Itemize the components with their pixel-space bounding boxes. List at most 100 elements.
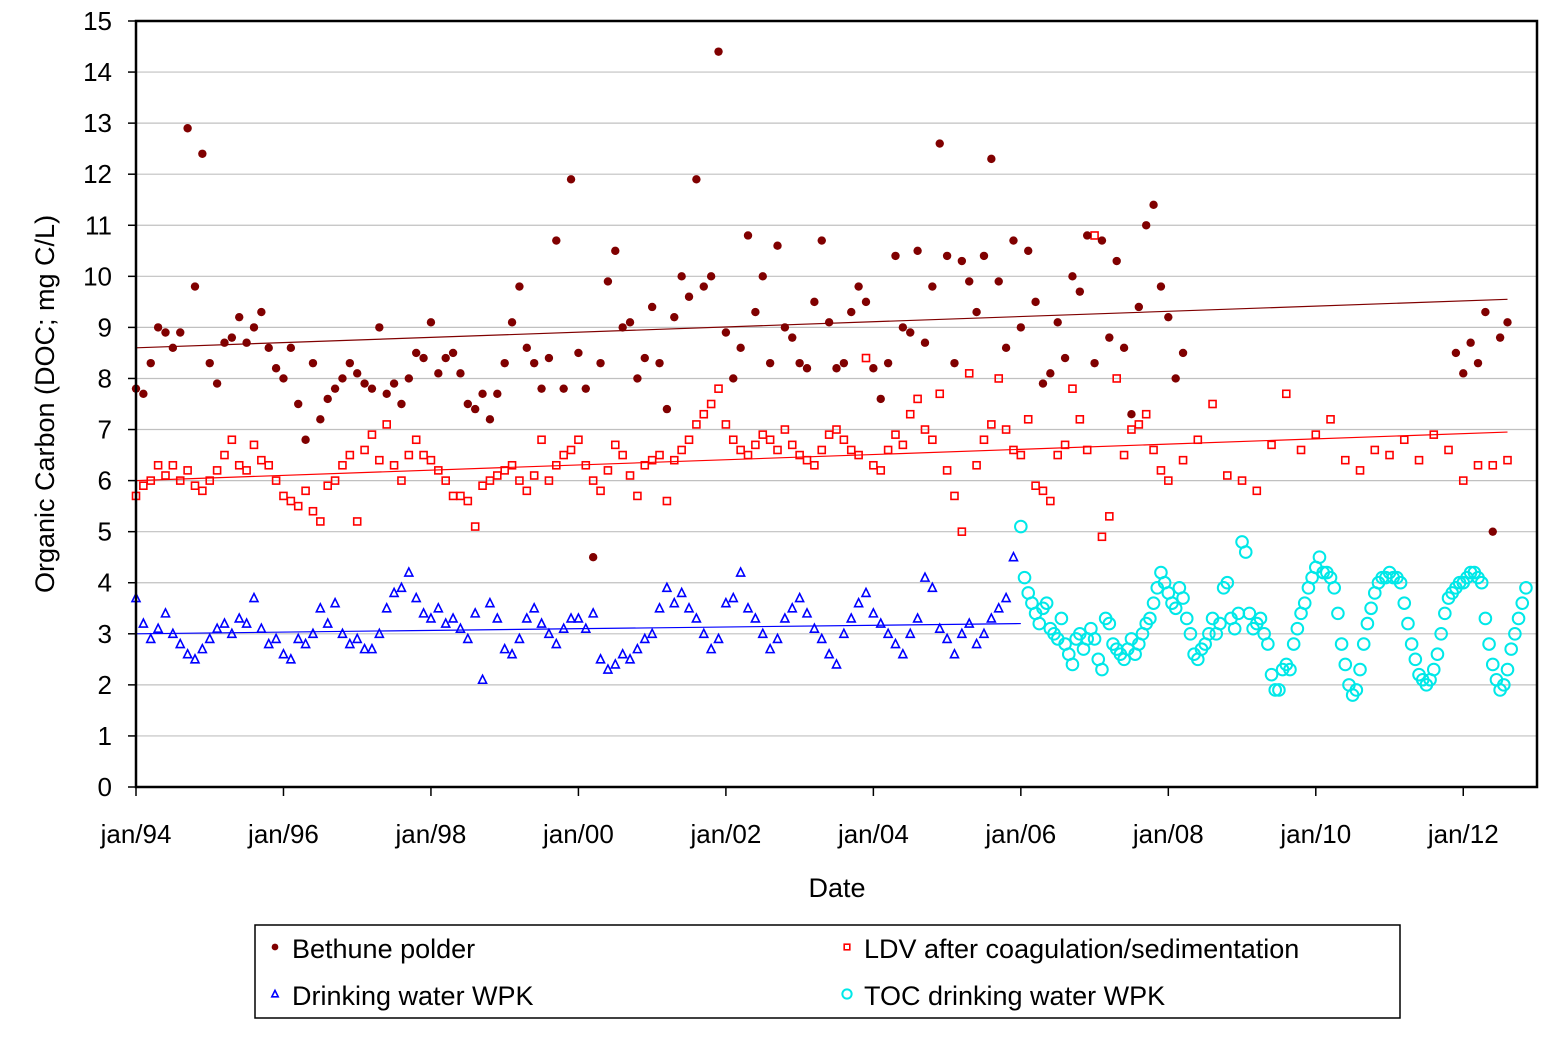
- data-point: [1090, 231, 1099, 240]
- data-point: [845, 612, 857, 623]
- data-point: [1213, 616, 1227, 631]
- data-point: [677, 272, 686, 281]
- data-point: [853, 596, 864, 608]
- data-point: [1340, 455, 1350, 465]
- data-point: [1032, 616, 1047, 631]
- data-point: [773, 445, 782, 455]
- data-point: [139, 389, 148, 398]
- data-point: [307, 627, 319, 639]
- data-point: [500, 358, 509, 368]
- x-axis: jan/94 jan/96 jan/98 jan/00 jan/02 jan/04 jan/…: [100, 787, 1499, 849]
- data-point: [1039, 596, 1054, 610]
- data-point: [698, 627, 710, 639]
- data-point: [963, 617, 975, 628]
- data-point: [801, 607, 813, 618]
- data-point: [219, 617, 230, 628]
- legend: Bethune polder LDV after coagulation/sedi…: [254, 924, 1401, 1019]
- data-point: [1227, 621, 1242, 636]
- data-point: [602, 663, 614, 674]
- data-point: [994, 374, 1004, 383]
- data-point: [891, 430, 900, 439]
- data-point: [367, 430, 377, 439]
- data-point: [838, 627, 850, 639]
- data-point: [1508, 627, 1522, 641]
- data-point: [1272, 683, 1286, 697]
- data-point: [1127, 425, 1136, 434]
- data-point: [964, 369, 974, 378]
- data-point: [1353, 662, 1367, 677]
- data-point: [456, 369, 465, 378]
- data-point: [987, 420, 996, 429]
- data-point: [1434, 627, 1448, 641]
- data-point: [1385, 450, 1394, 460]
- data-point: [183, 466, 192, 475]
- data-point: [729, 374, 738, 383]
- legend-label: TOC drinking water WPK: [864, 981, 1165, 1011]
- data-point: [1253, 611, 1268, 626]
- data-point: [478, 389, 487, 398]
- data-point: [632, 642, 643, 654]
- y-tick-label: 5: [98, 517, 112, 547]
- data-point: [1220, 575, 1235, 590]
- data-point: [292, 632, 304, 644]
- data-point: [662, 496, 672, 506]
- data-point: [669, 455, 679, 465]
- y-tick-label: 9: [98, 312, 112, 342]
- x-tick-label: jan/10: [1279, 819, 1351, 849]
- data-point: [146, 358, 155, 368]
- data-point: [596, 358, 605, 368]
- data-point: [322, 617, 334, 628]
- data-point: [189, 653, 201, 664]
- data-point: [565, 612, 577, 623]
- data-point: [972, 307, 981, 317]
- data-point: [795, 450, 804, 460]
- data-point: [1459, 369, 1468, 378]
- x-tick-label: jan/02: [689, 819, 761, 849]
- data-point: [860, 586, 872, 598]
- data-point: [1097, 236, 1107, 245]
- data-point: [979, 251, 989, 261]
- data-point: [205, 476, 215, 485]
- data-point: [1252, 486, 1262, 496]
- data-point: [551, 460, 561, 470]
- data-point: [286, 343, 296, 353]
- data-point: [1095, 662, 1109, 677]
- y-tick-label: 11: [85, 210, 112, 240]
- data-point: [403, 566, 415, 577]
- data-point: [264, 343, 273, 353]
- x-tick-label: jan/04: [837, 819, 909, 849]
- data-point: [1408, 652, 1423, 667]
- data-point: [182, 647, 193, 659]
- y-tick-label: 4: [98, 568, 112, 598]
- data-point: [869, 364, 878, 373]
- data-point: [1119, 343, 1129, 353]
- data-point: [1075, 415, 1085, 424]
- data-point: [397, 476, 406, 485]
- data-point: [684, 435, 694, 445]
- data-point: [898, 440, 908, 450]
- data-point: [294, 399, 303, 409]
- data-point: [581, 384, 590, 393]
- data-point: [212, 379, 222, 388]
- data-point: [448, 491, 458, 501]
- data-point: [220, 338, 229, 347]
- data-point: [190, 481, 200, 491]
- data-point: [249, 323, 259, 332]
- data-point: [727, 591, 739, 603]
- data-point: [758, 272, 767, 281]
- data-point: [721, 420, 731, 429]
- data-point: [344, 637, 356, 649]
- data-point: [780, 323, 790, 332]
- data-point: [633, 374, 642, 383]
- data-point: [1046, 369, 1055, 378]
- data-point: [448, 348, 458, 358]
- trendline: [135, 431, 1508, 482]
- data-point: [197, 642, 208, 654]
- data-point: [153, 323, 163, 332]
- data-point: [241, 617, 252, 628]
- data-point: [750, 612, 761, 623]
- data-point: [956, 627, 968, 639]
- data-point: [743, 450, 753, 460]
- x-tick-label: jan/06: [984, 819, 1056, 849]
